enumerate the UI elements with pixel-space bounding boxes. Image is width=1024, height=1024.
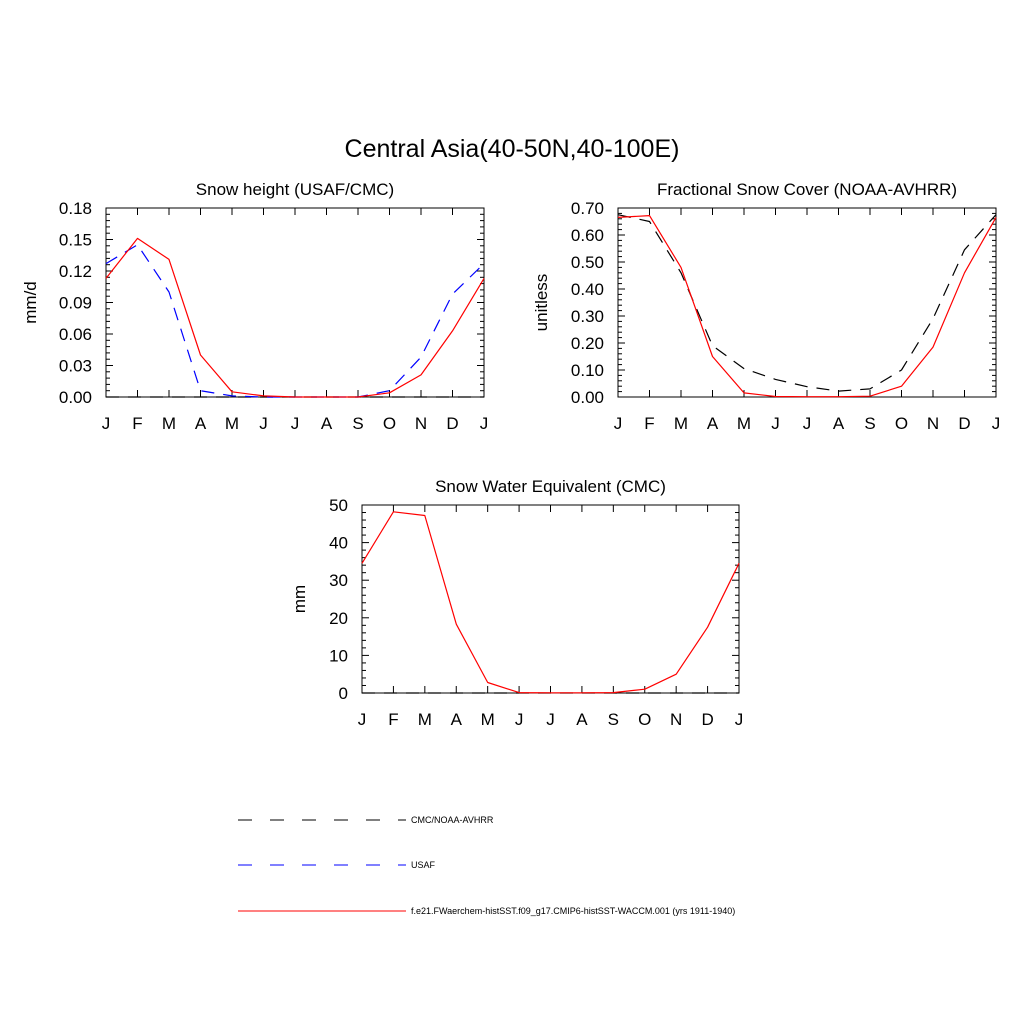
chart-panels: Snow height (USAF/CMC) mm/d 0.00 0.03 0.06 0.… <box>21 180 1000 729</box>
x-tick-label: A <box>195 414 207 433</box>
x-tick-label: M <box>737 414 751 433</box>
x-tick-label: A <box>707 414 719 433</box>
legend: CMC/NOAA-AVHRR USAF f.e21.FWaerchem-histSS… <box>238 815 735 916</box>
y-tick-label: 40 <box>329 534 348 553</box>
y-tick-label: 0.00 <box>59 388 92 407</box>
y-tick-label: 0.18 <box>59 199 92 218</box>
chart-snow-height: Snow height (USAF/CMC) mm/d 0.00 0.03 0.06 0.… <box>21 180 488 433</box>
y-tick-label: 0.06 <box>59 325 92 344</box>
x-tick-label: F <box>644 414 654 433</box>
y-axis-label: mm <box>290 585 309 613</box>
y-axis-label: mm/d <box>21 281 40 324</box>
chart-fractional-snow-cover: Fractional Snow Cover (NOAA-AVHRR) unitle… <box>532 180 1000 433</box>
x-tick-label: A <box>451 710 463 729</box>
x-tick-label: S <box>352 414 363 433</box>
x-tick-label: N <box>415 414 427 433</box>
y-tick-label: 0.03 <box>59 357 92 376</box>
y-tick-label: 0.15 <box>59 231 92 250</box>
x-tick-label: J <box>291 414 300 433</box>
main-title: Central Asia(40-50N,40-100E) <box>345 135 680 163</box>
x-tick-label: J <box>546 710 555 729</box>
x-tick-label: A <box>321 414 333 433</box>
x-tick-label: J <box>259 414 268 433</box>
series-line <box>617 215 997 398</box>
x-tick-label: J <box>102 414 111 433</box>
y-tick-label: 50 <box>329 496 348 515</box>
x-tick-label: O <box>638 710 651 729</box>
y-tick-label: 0 <box>339 684 348 703</box>
legend-label: f.e21.FWaerchem-histSST.f09_g17.CMIP6-hi… <box>411 906 735 916</box>
x-tick-label: M <box>674 414 688 433</box>
y-tick-label: 0.00 <box>571 388 604 407</box>
y-tick-label: 0.20 <box>571 334 604 353</box>
y-tick-label: 0.12 <box>59 262 92 281</box>
x-tick-label: J <box>803 414 812 433</box>
x-tick-label: A <box>576 710 588 729</box>
x-tick-label: J <box>358 710 367 729</box>
x-tick-label: M <box>481 710 495 729</box>
x-tick-label: N <box>927 414 939 433</box>
legend-label: USAF <box>411 860 436 870</box>
x-tick-label: J <box>771 414 780 433</box>
x-tick-label: M <box>162 414 176 433</box>
series-line <box>617 214 997 392</box>
x-tick-label: S <box>608 710 619 729</box>
x-tick-label: D <box>701 710 713 729</box>
x-tick-label: O <box>895 414 908 433</box>
y-tick-label: 10 <box>329 646 348 665</box>
x-tick-label: J <box>480 414 489 433</box>
chart-snow-water-equivalent: Snow Water Equivalent (CMC) mm 0 10 20 30 40 50… <box>290 477 743 729</box>
legend-label: CMC/NOAA-AVHRR <box>411 815 494 825</box>
x-tick-label: M <box>418 710 432 729</box>
y-tick-label: 0.09 <box>59 294 92 313</box>
y-tick-label: 0.60 <box>571 226 604 245</box>
x-tick-label: D <box>958 414 970 433</box>
x-tick-label: O <box>383 414 396 433</box>
y-tick-label: 0.40 <box>571 280 604 299</box>
x-tick-label: N <box>670 710 682 729</box>
x-tick-label: S <box>864 414 875 433</box>
chart-title: Snow Water Equivalent (CMC) <box>435 477 666 496</box>
x-tick-label: J <box>515 710 524 729</box>
y-tick-label: 20 <box>329 609 348 628</box>
x-tick-label: A <box>833 414 845 433</box>
series-line <box>105 237 485 398</box>
x-tick-label: F <box>132 414 142 433</box>
series-line <box>361 511 740 694</box>
y-tick-label: 0.70 <box>571 199 604 218</box>
chart-title: Fractional Snow Cover (NOAA-AVHRR) <box>657 180 957 199</box>
x-tick-label: F <box>388 710 398 729</box>
x-tick-label: J <box>992 414 1001 433</box>
y-tick-label: 0.30 <box>571 307 604 326</box>
x-tick-label: D <box>446 414 458 433</box>
x-tick-label: J <box>614 414 623 433</box>
y-tick-label: 30 <box>329 571 348 590</box>
y-tick-label: 0.10 <box>571 361 604 380</box>
x-tick-label: J <box>735 710 744 729</box>
y-tick-label: 0.50 <box>571 253 604 272</box>
chart-title: Snow height (USAF/CMC) <box>196 180 394 199</box>
x-tick-label: M <box>225 414 239 433</box>
y-axis-label: unitless <box>532 274 551 332</box>
